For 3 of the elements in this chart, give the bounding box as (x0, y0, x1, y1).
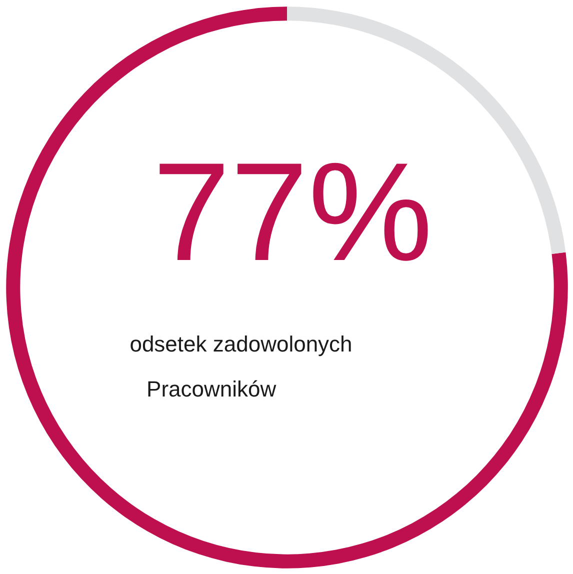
data-label: 77% (152, 133, 433, 290)
text: Pracowników (146, 376, 276, 402)
text: odsetek zadowolonych (130, 331, 352, 356)
